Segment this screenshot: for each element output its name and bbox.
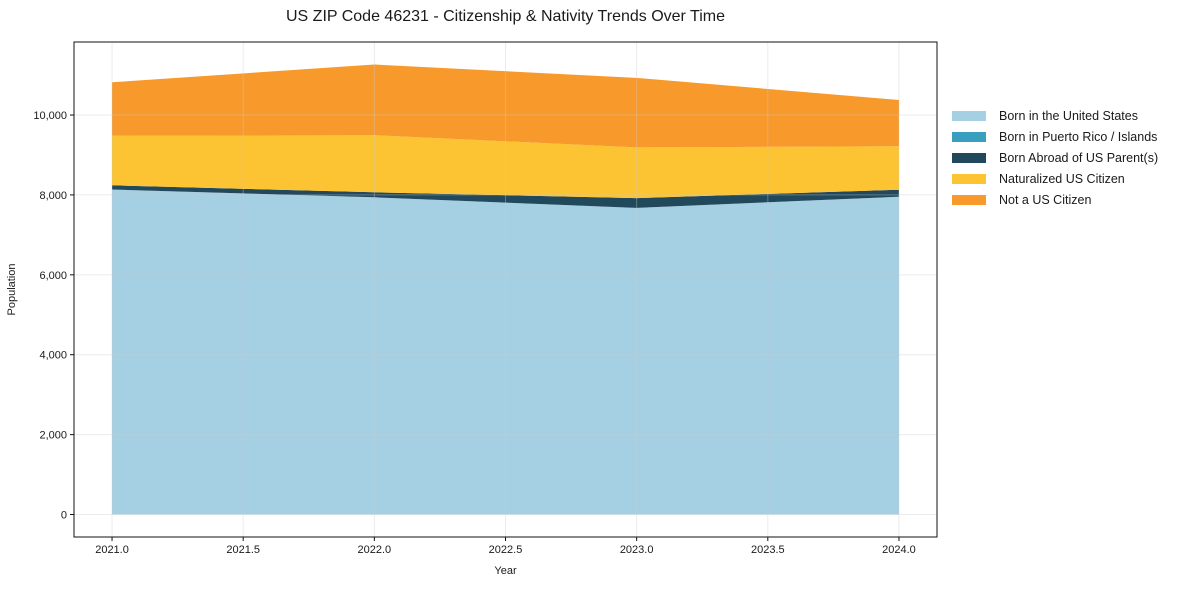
x-tick-label: 2022.0 [358,544,392,556]
legend-label: Born Abroad of US Parent(s) [999,150,1159,165]
chart-legend: Born in the United States Born in Puerto … [952,105,1158,210]
legend-swatch [952,173,986,184]
legend-label: Naturalized US Citizen [999,171,1125,186]
area-series-0 [112,189,899,515]
legend-item-3: Naturalized US Citizen [952,168,1158,189]
area-series-4 [112,64,899,148]
y-tick-label: 0 [61,510,67,522]
y-tick-label: 8,000 [39,190,67,202]
legend-swatch [952,194,986,205]
legend-swatch [952,152,986,163]
area-series-2 [112,185,899,208]
legend-label: Born in Puerto Rico / Islands [999,129,1158,144]
x-tick-label: 2024.0 [882,544,916,556]
area-series-3 [112,135,899,199]
x-tick-label: 2023.0 [620,544,654,556]
y-axis-label: Population [6,264,18,316]
legend-item-0: Born in the United States [952,105,1158,126]
legend-item-1: Born in Puerto Rico / Islands [952,126,1158,147]
x-tick-label: 2021.5 [226,544,260,556]
y-tick-label: 2,000 [39,430,67,442]
chart-title: US ZIP Code 46231 - Citizenship & Nativi… [286,8,725,25]
legend-label: Not a US Citizen [999,192,1092,207]
legend-item-2: Born Abroad of US Parent(s) [952,147,1158,168]
legend-label: Born in the United States [999,108,1138,123]
y-tick-label: 6,000 [39,270,67,282]
x-tick-label: 2023.5 [751,544,785,556]
legend-swatch [952,110,986,121]
legend-item-4: Not a US Citizen [952,189,1158,210]
x-axis-label: Year [494,565,517,577]
x-tick-label: 2021.0 [95,544,129,556]
x-tick-label: 2022.5 [489,544,523,556]
y-tick-label: 4,000 [39,350,67,362]
legend-swatch [952,131,986,142]
y-tick-label: 10,000 [33,110,67,122]
